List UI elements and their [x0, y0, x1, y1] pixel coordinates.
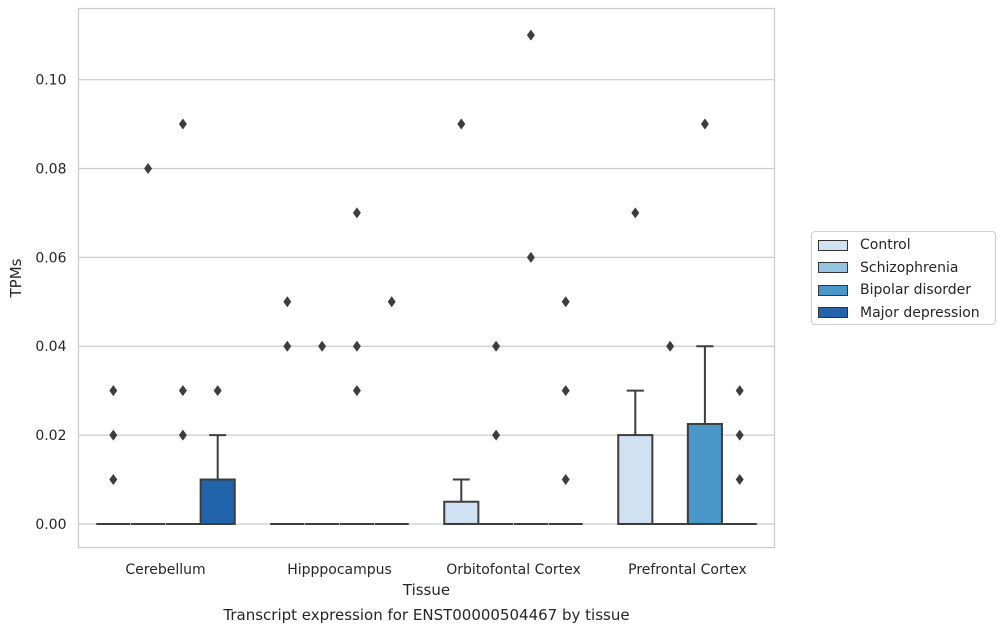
box-control	[443, 478, 480, 525]
legend-label: Control	[860, 237, 911, 253]
outlier-point	[213, 385, 222, 397]
outlier-point	[735, 385, 744, 397]
legend-label: Schizophrenia	[860, 259, 959, 276]
outlier-point	[352, 340, 361, 352]
legend-swatch	[818, 262, 848, 273]
legend-swatch	[818, 239, 848, 251]
outlier-point	[457, 118, 466, 130]
legend-item: Control	[818, 235, 911, 255]
y-tick-label: 0.00	[35, 517, 66, 533]
legend-item: Schizophrenia	[818, 258, 958, 278]
y-axis-ticks: 0.00 0.02 0.04 0.06 0.08 0.10	[35, 73, 66, 533]
y-tick-label: 0.02	[35, 428, 66, 444]
y-tick-label: 0.06	[35, 250, 66, 266]
outlier-point	[561, 385, 570, 397]
outlier-point	[178, 385, 187, 397]
legend: Control Schizophrenia Bipolar disorder Majo…	[811, 231, 996, 325]
legend-label: Major depression	[860, 304, 980, 321]
outlier-point	[700, 118, 709, 130]
y-axis-title: TPMs	[7, 258, 25, 298]
box-body	[686, 422, 723, 525]
box-major-depression	[199, 434, 236, 525]
legend-swatch	[818, 284, 848, 296]
box-body	[199, 478, 236, 525]
plot-area-frame	[77, 7, 776, 549]
outlier-point	[666, 340, 675, 352]
outlier-point	[144, 162, 153, 174]
box-body	[617, 434, 654, 525]
outlier-point	[318, 340, 327, 352]
outlier-point	[631, 207, 640, 219]
outlier-point	[735, 474, 744, 486]
y-tick-label: 0.04	[35, 339, 66, 355]
y-tick-label: 0.08	[35, 161, 66, 177]
outlier-point	[526, 251, 535, 263]
outlier-point	[561, 296, 570, 308]
legend-item: Major depression	[818, 303, 980, 323]
outlier-point	[492, 429, 501, 441]
legend-label: Bipolar disorder	[860, 282, 972, 298]
x-axis-title: Tissue	[402, 581, 450, 599]
box-body	[443, 500, 480, 525]
x-tick-label: Orbitofontal Cortex	[446, 562, 581, 578]
y-tick-label: 0.10	[35, 73, 66, 89]
outlier-point	[352, 207, 361, 219]
outlier-point	[178, 429, 187, 441]
outlier-point	[109, 429, 118, 441]
legend-item: Bipolar disorder	[818, 280, 971, 300]
outlier-point	[283, 296, 292, 308]
x-axis-ticks: Cerebellum Hipppocampus Orbitofontal Corte…	[125, 562, 746, 578]
outlier-point	[283, 340, 292, 352]
boxes	[96, 345, 757, 525]
outlier-point	[109, 385, 118, 397]
outlier-point	[387, 296, 396, 308]
outlier-point	[178, 118, 187, 130]
legend-swatch	[818, 307, 848, 318]
x-tick-label: Cerebellum	[125, 562, 205, 578]
outlier-point	[492, 340, 501, 352]
x-tick-label: Hipppocampus	[287, 562, 392, 578]
chart-caption: Transcript expression for ENST0000050446…	[223, 606, 630, 624]
box-control	[617, 389, 654, 525]
x-tick-label: Prefrontal Cortex	[628, 562, 747, 578]
outlier-point	[352, 385, 361, 397]
outlier-point	[561, 474, 570, 486]
fliers	[109, 29, 744, 486]
box-bipolar-disorder	[686, 345, 723, 525]
outlier-point	[109, 474, 118, 486]
outlier-point	[526, 29, 535, 41]
outlier-point	[735, 429, 744, 441]
gridlines	[78, 78, 775, 525]
